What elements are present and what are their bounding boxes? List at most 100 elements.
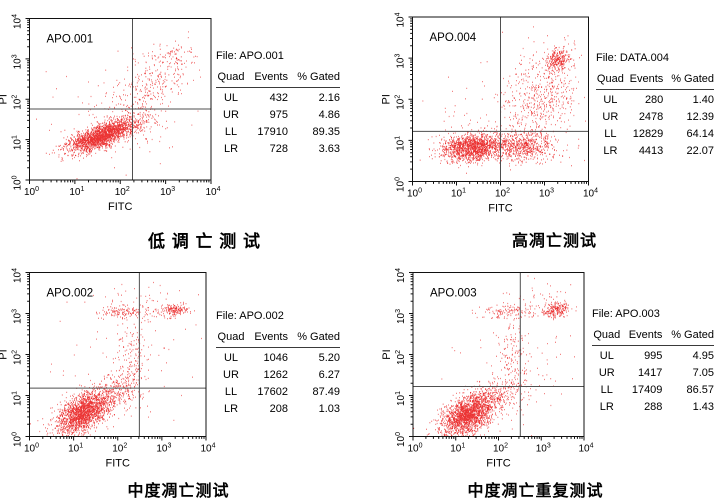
x-tick-label: 101 xyxy=(69,186,84,198)
stats-block: File: APO.002 Quad Events % Gated UL 1046… xyxy=(216,310,340,416)
quad-cell: LR xyxy=(603,145,618,157)
y-tick-label: 100 xyxy=(395,177,407,192)
x-tick-label: 100 xyxy=(24,186,39,198)
panel-apo004: 100 100 101 101 102 102 103 103 104 104 APO.004 FIT… xyxy=(357,0,714,251)
quad-cell: 3.63 xyxy=(318,143,340,155)
x-axis-label: FITC xyxy=(108,201,132,213)
quad-cell: 208 xyxy=(269,403,288,415)
quad-cell: 17602 xyxy=(257,386,288,398)
quad-header-row: Quad Events % Gated xyxy=(216,331,340,348)
quad-cell: LL xyxy=(224,126,238,138)
x-tick-label: 102 xyxy=(495,188,510,200)
x-tick-label: 101 xyxy=(68,443,83,455)
file-label: File: APO.003 xyxy=(592,308,660,320)
x-tick-label: 101 xyxy=(451,188,466,200)
stats-block: File: APO.003 Quad Events % Gated UL 995 4… xyxy=(592,308,714,414)
quad-cell: UR xyxy=(223,369,239,381)
axis-ticks xyxy=(408,16,589,186)
y-tick-label: 103 xyxy=(395,309,407,324)
quad-row: UL 432 2.16 xyxy=(216,88,340,106)
quad-cell: 1417 xyxy=(637,367,663,379)
quad-stats-table: Quad Events % Gated UL 1046 5.20 UR 1262 6.27… xyxy=(216,331,340,416)
scatter-points xyxy=(36,31,201,180)
quad-cell: 17910 xyxy=(257,126,288,138)
file-label: File: APO.001 xyxy=(216,50,284,62)
quad-cell: LR xyxy=(223,403,239,415)
quad-cell: 432 xyxy=(269,92,288,104)
col-header-gated: % Gated xyxy=(288,71,340,88)
quad-cell: UR xyxy=(602,111,619,123)
quad-cell: LL xyxy=(224,386,238,398)
quadrant-gate-lines xyxy=(29,18,211,180)
quad-cell: 89.35 xyxy=(312,126,340,138)
quad-cell: 64.14 xyxy=(686,128,714,140)
y-tick-label: 100 xyxy=(395,432,407,447)
quad-row: LR 288 1.43 xyxy=(592,397,714,414)
quad-cell: 12829 xyxy=(632,128,664,140)
col-header-events: Events xyxy=(624,73,664,90)
dataset-label: APO.004 xyxy=(430,32,477,44)
quad-cell: UL xyxy=(599,350,614,362)
quad-cell: 995 xyxy=(644,350,663,362)
dataset-label: APO.001 xyxy=(47,34,94,46)
scatter-points xyxy=(30,281,202,437)
y-axis-label: PI xyxy=(381,94,393,104)
panel-title: 低 调 亡 测 试 xyxy=(148,232,261,251)
quad-row: LR 208 1.03 xyxy=(216,399,340,416)
y-tick-label: 104 xyxy=(395,12,407,27)
plot-frame xyxy=(29,272,207,437)
plot-frame xyxy=(412,272,585,437)
x-tick-label: 103 xyxy=(156,443,171,455)
col-header-events: Events xyxy=(246,71,288,88)
quad-cell: 6.27 xyxy=(318,369,340,381)
dataset-label: APO.003 xyxy=(430,288,477,300)
quad-cell: UR xyxy=(223,109,239,121)
quad-cell: 86.57 xyxy=(686,384,714,396)
y-tick-label: 104 xyxy=(12,268,24,283)
quad-row: LR 728 3.63 xyxy=(216,139,340,156)
quadrant-gate-lines xyxy=(29,272,206,437)
quad-cell: 7.05 xyxy=(692,367,714,379)
quad-cell: LR xyxy=(599,401,614,413)
quad-row: UR 975 4.86 xyxy=(216,105,340,122)
col-header-events: Events xyxy=(246,331,288,348)
quad-row: UL 1046 5.20 xyxy=(216,348,340,366)
panel-title: 中度凋亡重复测试 xyxy=(467,483,604,500)
quad-cell: 975 xyxy=(269,109,288,121)
quad-stats-table: Quad Events % Gated UL 280 1.40 UR 2478 12.39… xyxy=(596,73,714,158)
quad-header-row: Quad Events % Gated xyxy=(216,71,340,88)
dataset-label: APO.002 xyxy=(47,288,94,300)
x-axis-label: FITC xyxy=(488,203,512,215)
plot-frame xyxy=(29,18,212,181)
y-tick-label: 103 xyxy=(395,54,407,69)
x-tick-label: 104 xyxy=(205,186,220,198)
x-tick-label: 103 xyxy=(536,443,551,455)
col-header-quad: Quad xyxy=(596,73,625,90)
quad-row: UR 1417 7.05 xyxy=(592,363,714,380)
panel-title: 中度凋亡测试 xyxy=(127,483,230,500)
x-tick-label: 104 xyxy=(583,188,598,200)
plot-frame xyxy=(412,16,589,182)
x-tick-label: 100 xyxy=(407,443,422,455)
y-tick-label: 100 xyxy=(12,175,24,190)
quad-row: LL 17910 89.35 xyxy=(216,122,340,139)
x-tick-label: 100 xyxy=(407,188,422,200)
scatter-points xyxy=(419,26,586,174)
quad-stats-table: Quad Events % Gated UL 432 2.16 UR 975 4.86 LL… xyxy=(216,71,340,156)
col-header-gated: % Gated xyxy=(288,331,340,348)
quad-cell: 1262 xyxy=(263,369,288,381)
quad-cell: LR xyxy=(223,143,239,155)
quadrant-gate-lines xyxy=(413,272,584,437)
file-label: File: APO.002 xyxy=(216,310,284,322)
y-tick-label: 101 xyxy=(395,136,407,151)
y-tick-label: 102 xyxy=(12,95,24,110)
panel-apo002: 100 100 101 101 102 102 103 103 104 104 APO.002 FIT… xyxy=(0,250,357,501)
quad-cell: 728 xyxy=(269,143,288,155)
y-tick-label: 102 xyxy=(12,350,24,365)
axis-ticks xyxy=(409,272,585,441)
quad-cell: 87.49 xyxy=(312,386,340,398)
y-tick-label: 101 xyxy=(12,135,24,150)
quad-header-row: Quad Events % Gated xyxy=(596,73,714,90)
